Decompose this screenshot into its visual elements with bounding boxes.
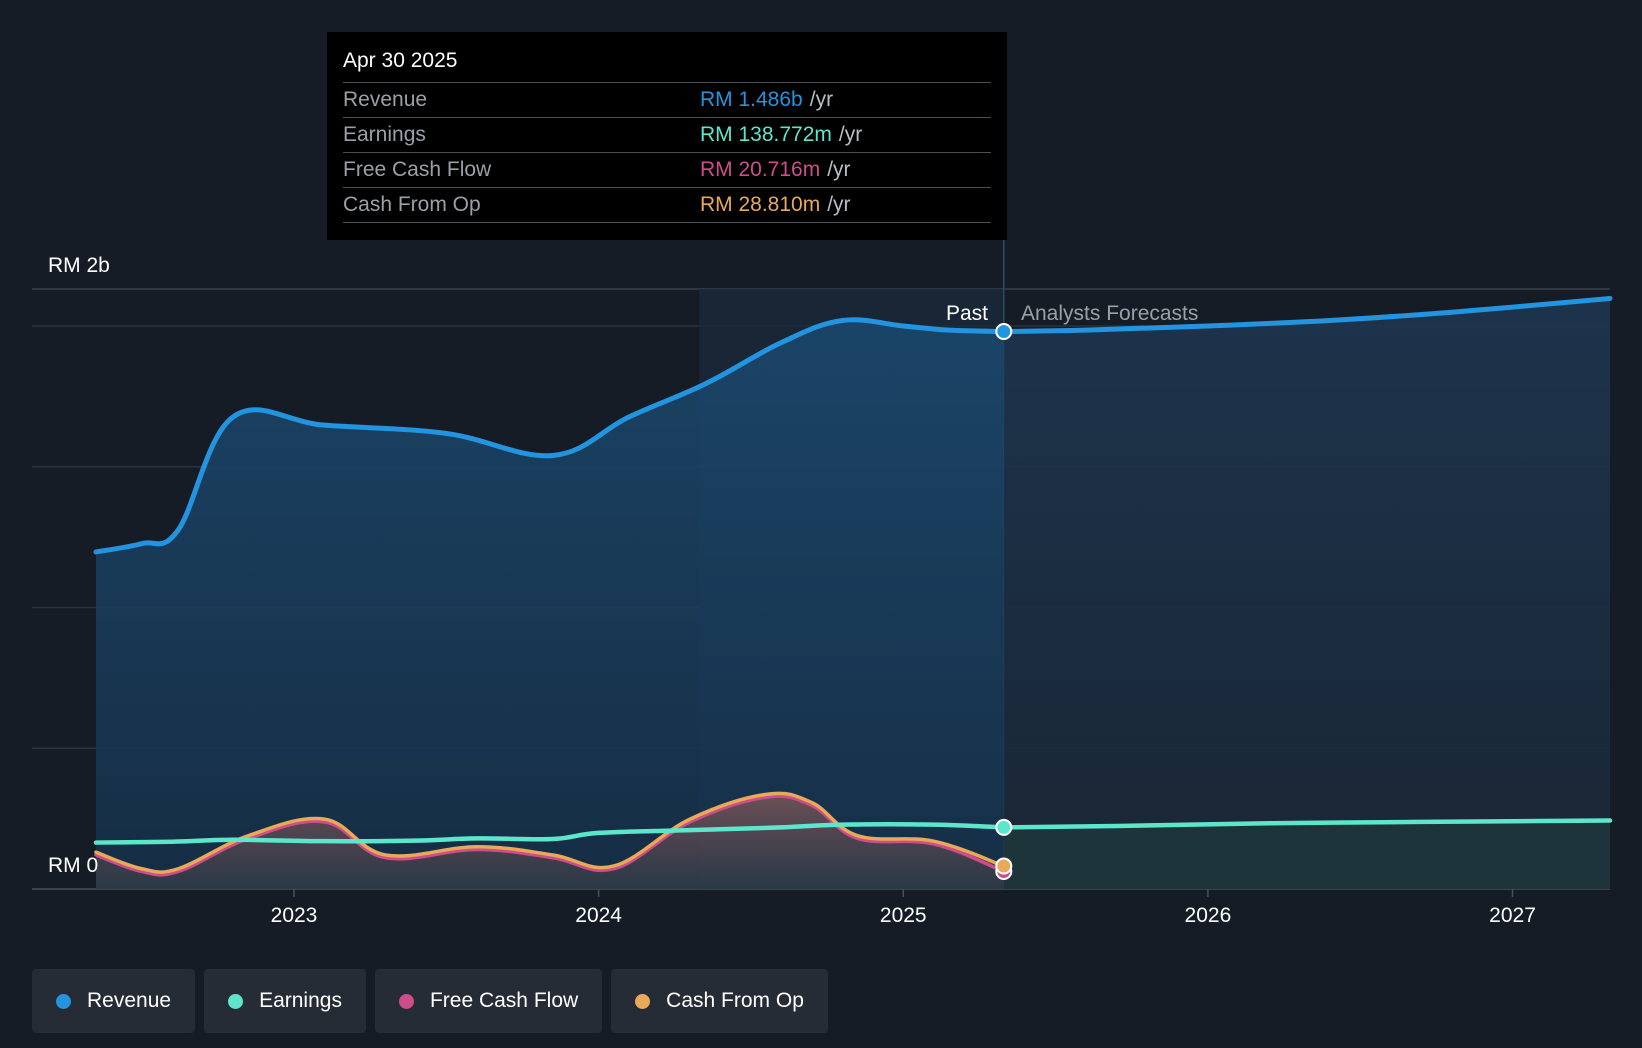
x-tick-label: 2023 bbox=[271, 904, 318, 927]
legend-item-free-cash-flow[interactable]: Free Cash Flow bbox=[374, 969, 603, 1033]
x-tick-label: 2026 bbox=[1185, 904, 1232, 927]
tooltip-value: RM 1.486b bbox=[700, 88, 803, 111]
cash-from-op-area bbox=[96, 793, 1004, 889]
chart-legend: Revenue Earnings Free Cash Flow Cash Fro… bbox=[32, 969, 828, 1033]
legend-item-revenue[interactable]: Revenue bbox=[32, 969, 196, 1033]
cash-from-op-marker bbox=[995, 857, 1013, 875]
tooltip-unit: /yr bbox=[838, 123, 863, 146]
revenue-forecast-area bbox=[1003, 298, 1610, 889]
legend-item-earnings[interactable]: Earnings bbox=[204, 969, 366, 1033]
tooltip-value: RM 28.810m bbox=[700, 193, 821, 216]
x-tick-label: 2025 bbox=[880, 904, 927, 927]
revenue-line bbox=[93, 317, 1007, 555]
x-tick-label: 2027 bbox=[1489, 904, 1536, 927]
past-label: Past bbox=[946, 302, 988, 325]
earnings-forecast-area bbox=[1003, 820, 1610, 889]
tooltip-label: Free Cash Flow bbox=[343, 158, 492, 181]
legend-label: Revenue bbox=[87, 989, 172, 1012]
legend-label: Earnings bbox=[259, 989, 342, 1012]
revenue-marker bbox=[995, 323, 1013, 341]
x-tick-label: 2024 bbox=[575, 904, 622, 927]
data-tooltip: Apr 30 2025 Revenue RM 1.486b /yr Earnin… bbox=[327, 32, 1007, 240]
legend-item-cash-from-op[interactable]: Cash From Op bbox=[611, 969, 828, 1033]
earnings-line bbox=[93, 822, 1007, 845]
tooltip-value: RM 20.716m bbox=[700, 158, 821, 181]
y-axis-top-label: RM 2b bbox=[48, 254, 110, 277]
tooltip-date: Apr 30 2025 bbox=[343, 46, 991, 83]
legend-dot-icon bbox=[398, 993, 414, 1009]
tooltip-label: Earnings bbox=[343, 123, 426, 146]
line-layer bbox=[93, 295, 1613, 877]
legend-dot-icon bbox=[228, 993, 244, 1009]
tooltip-label: Cash From Op bbox=[343, 193, 481, 216]
tooltip-value: RM 138.772m bbox=[700, 123, 832, 146]
tooltip-row-revenue: Revenue RM 1.486b /yr bbox=[343, 83, 991, 118]
earnings-forecast-line bbox=[1001, 818, 1613, 830]
y-axis-bottom-label: RM 0 bbox=[48, 854, 98, 877]
revenue-forecast-line bbox=[1001, 295, 1613, 335]
tooltip-unit: /yr bbox=[809, 88, 834, 111]
tooltip-unit: /yr bbox=[827, 158, 851, 181]
tooltip-unit: /yr bbox=[827, 193, 851, 216]
legend-label: Cash From Op bbox=[666, 989, 804, 1012]
area-layer bbox=[96, 298, 1610, 890]
x-axis-ticks: 2023 2024 2025 2026 2027 bbox=[271, 889, 1536, 927]
legend-dot-icon bbox=[635, 993, 651, 1009]
forecast-label: Analysts Forecasts bbox=[1021, 302, 1198, 325]
revenue-area bbox=[96, 319, 1004, 890]
tooltip-row-earnings: Earnings RM 138.772m /yr bbox=[343, 118, 991, 153]
marker-layer bbox=[995, 323, 1013, 880]
tooltip-row-free-cash-flow: Free Cash Flow RM 20.716m /yr bbox=[343, 153, 991, 188]
text-layer: RM 2b RM 0 Past Analysts Forecasts bbox=[48, 254, 1198, 877]
legend-label: Free Cash Flow bbox=[429, 989, 579, 1012]
legend-dot-icon bbox=[56, 993, 71, 1009]
tooltip-row-cash-from-op: Cash From Op RM 28.810m /yr bbox=[343, 188, 991, 223]
free-cash-flow-line bbox=[94, 794, 1006, 877]
tooltip-label: Revenue bbox=[343, 88, 428, 111]
earnings-marker bbox=[995, 818, 1013, 836]
